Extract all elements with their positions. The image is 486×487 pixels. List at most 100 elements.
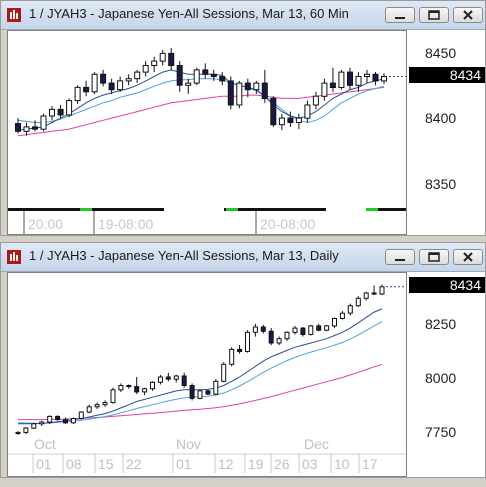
chart-daily-svg: Oct Nov Dec 01 08 15 22 01 12 19 26 03 10 17 [8, 284, 406, 473]
title-bar[interactable]: 1 / JYAH3 - Japanese Yen-All Sessions, M… [1, 243, 485, 272]
time-axis-label: 19-08:00 [98, 216, 153, 232]
candle-body [210, 73, 217, 77]
ma-fast-line [17, 69, 385, 131]
candle-body [134, 386, 140, 393]
date-axis-label: 19 [248, 456, 264, 472]
candle-body [151, 60, 158, 67]
candle-body [316, 325, 322, 331]
candle-body [197, 390, 203, 399]
y-tick-label: 8400 [425, 110, 457, 126]
candle-body [47, 415, 53, 423]
minimize-button[interactable] [385, 249, 415, 265]
candle-body [347, 71, 353, 86]
close-icon [463, 252, 473, 262]
ma-mid-line [17, 321, 383, 424]
candle-body [329, 82, 336, 88]
restore-icon [428, 252, 440, 262]
price-axis: 8450 8434 8400 8350 [407, 30, 485, 235]
y-tick-label: 8450 [425, 45, 457, 61]
candle-body [268, 330, 274, 344]
month-label: Oct [34, 436, 56, 452]
close-button[interactable] [453, 249, 483, 265]
candle-body [252, 326, 258, 333]
candle-body [181, 375, 187, 387]
candle-body [205, 390, 211, 395]
candle-body [86, 406, 92, 413]
candle-body [202, 69, 209, 75]
candle-body [363, 292, 369, 299]
y-tick-label: 7750 [425, 424, 457, 440]
date-axis-label: 22 [126, 456, 142, 472]
time-axis-label: 20:00 [28, 216, 63, 232]
minimize-icon [395, 17, 405, 19]
month-label: Nov [176, 436, 201, 452]
title-bar[interactable]: 1 / JYAH3 - Japanese Yen-All Sessions, M… [1, 1, 485, 30]
candle-body [57, 108, 64, 116]
candle-body [372, 73, 379, 82]
candle-body [39, 421, 45, 425]
candle-body [23, 126, 30, 132]
session-gap [326, 208, 366, 211]
candle-body [31, 423, 37, 429]
candle-body [83, 86, 90, 93]
candle-body [102, 402, 108, 406]
candle-body [159, 52, 166, 62]
candle-body [295, 117, 302, 123]
ma-mid-line [17, 78, 385, 124]
restore-button[interactable] [419, 7, 449, 23]
candle-body [355, 297, 361, 307]
candle-body [227, 80, 234, 106]
candle-body [185, 82, 192, 86]
restore-icon [428, 10, 440, 20]
date-axis-label: 08 [66, 456, 82, 472]
candle-body [15, 431, 21, 434]
candle-body [91, 73, 98, 93]
candle-body [150, 381, 155, 390]
candle-body [100, 73, 107, 84]
candle-body [74, 86, 81, 102]
date-axis-label: 17 [362, 456, 378, 472]
candle-body [157, 376, 163, 383]
y-tick-label: 8250 [425, 316, 457, 332]
candle-body [78, 411, 84, 420]
price-axis: 8434 8250 8000 7750 [407, 272, 485, 477]
candle-body [23, 427, 29, 433]
candle-body [321, 82, 328, 97]
candle-body [168, 52, 175, 66]
window-title: 1 / JYAH3 - Japanese Yen-All Sessions, M… [29, 6, 349, 21]
candle-body [108, 82, 115, 91]
candle-body [236, 82, 243, 106]
candle-body [270, 97, 277, 126]
candle-body [300, 327, 306, 335]
candle-body [355, 76, 362, 86]
date-axis-label: 12 [218, 456, 234, 472]
date-axis-label: 01 [176, 456, 192, 472]
restore-button[interactable] [419, 249, 449, 265]
candle-body [338, 71, 345, 88]
candle-body [371, 292, 377, 295]
candle-body [193, 69, 200, 84]
date-axis-label: 01 [36, 456, 52, 472]
candle-body [70, 418, 76, 424]
date-axis-label: 03 [302, 456, 318, 472]
session-marker [366, 208, 378, 211]
candle-body [118, 385, 124, 391]
candle-body [261, 82, 268, 99]
last-price-marker: 8434 [409, 277, 485, 293]
date-axis-label: 15 [98, 456, 114, 472]
candle-body [237, 348, 243, 353]
price-chart-area[interactable]: 20:00 19-08:00 20-08:00 [7, 30, 407, 235]
candle-body [308, 325, 314, 335]
candle-body [66, 100, 73, 116]
price-chart-area[interactable]: Oct Nov Dec 01 08 15 22 01 12 19 26 03 10 17 [7, 272, 407, 477]
candle-body [165, 376, 171, 380]
minimize-button[interactable] [385, 7, 415, 23]
date-axis-label: 10 [334, 456, 350, 472]
session-marker [80, 208, 92, 211]
candle-body [134, 71, 141, 80]
time-axis-label: 20-08:00 [260, 216, 315, 232]
candle-body [278, 117, 285, 126]
close-button[interactable] [453, 7, 483, 23]
candle-body [176, 65, 183, 86]
candle-body [94, 404, 100, 408]
